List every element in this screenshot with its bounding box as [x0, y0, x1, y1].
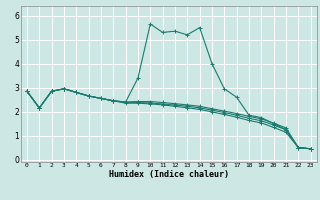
- X-axis label: Humidex (Indice chaleur): Humidex (Indice chaleur): [109, 170, 229, 179]
